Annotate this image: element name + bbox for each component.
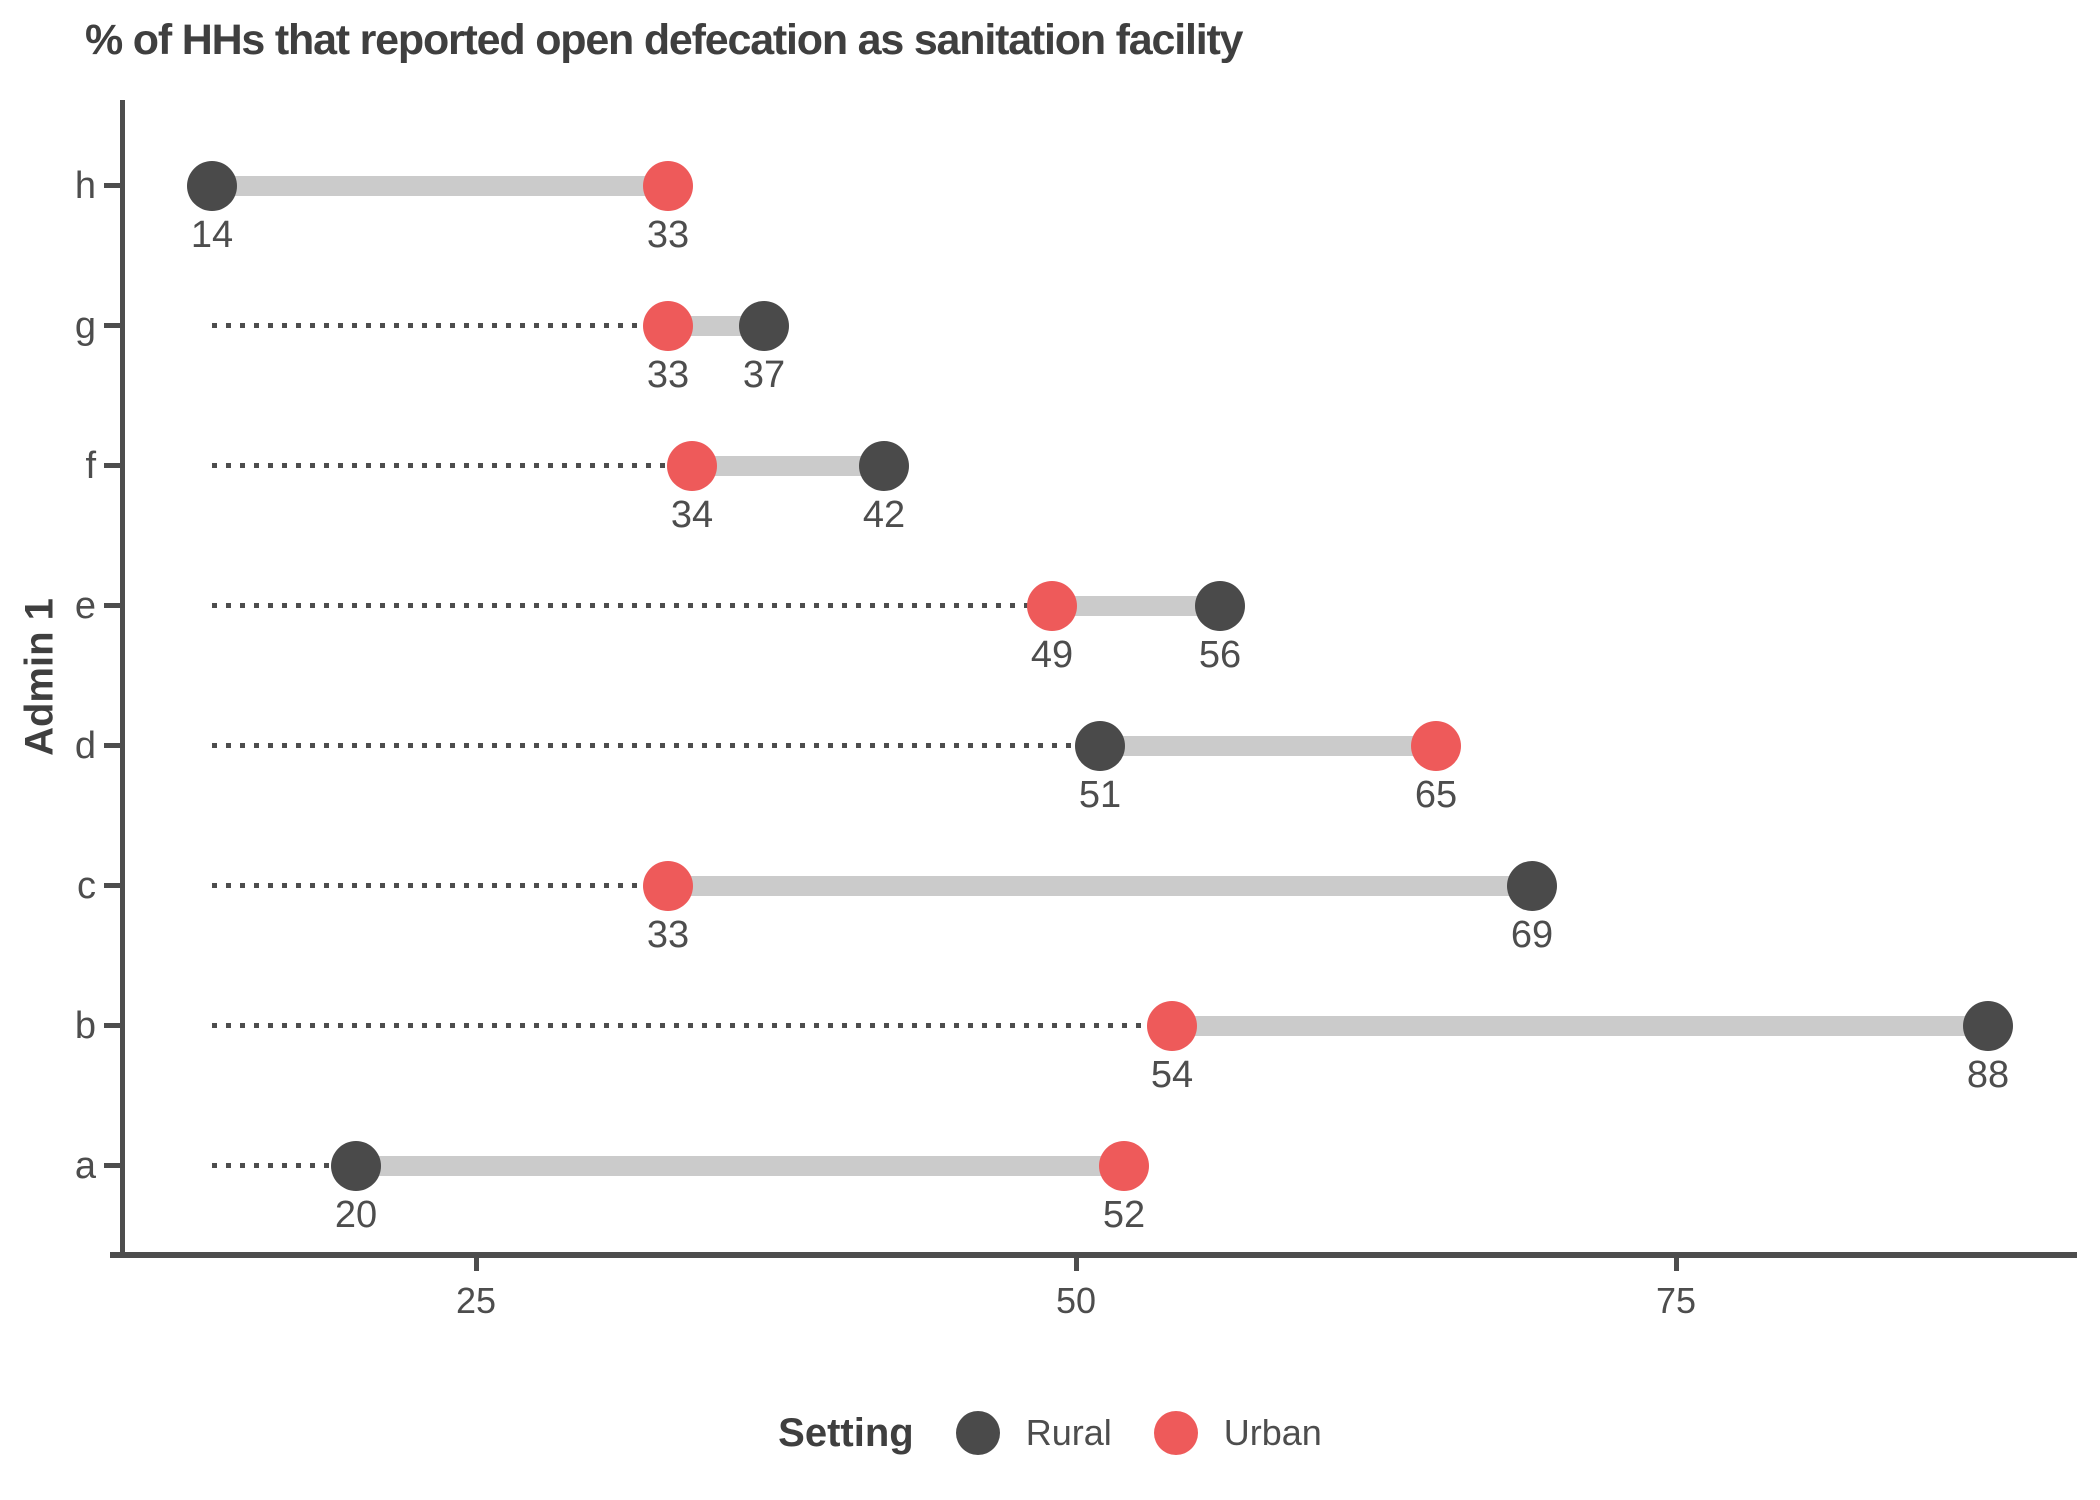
- leader-dotted-line: [212, 323, 668, 328]
- rural-value-label: 20: [334, 1194, 378, 1236]
- leader-dotted-line: [212, 883, 668, 888]
- legend-items: Rural Urban: [955, 1411, 1322, 1455]
- y-axis-tick: [104, 603, 123, 608]
- rural-value-label: 56: [1198, 634, 1242, 676]
- connector-band: [212, 176, 668, 196]
- urban-value-label: 34: [670, 494, 714, 536]
- leader-dotted-line: [212, 743, 1100, 748]
- leader-dotted-line: [212, 1023, 1172, 1028]
- y-axis-line: [120, 100, 125, 1258]
- x-axis-tick-label: 75: [1655, 1280, 1697, 1321]
- category-label: a: [74, 1145, 96, 1187]
- x-axis-line: [110, 1252, 2077, 1258]
- category-label: d: [74, 725, 96, 767]
- category-label: h: [74, 165, 96, 207]
- legend-label: Urban: [1223, 1412, 1322, 1453]
- rural-point: [1195, 581, 1245, 631]
- urban-value-label: 33: [646, 354, 690, 396]
- x-axis-tick: [1074, 1258, 1079, 1271]
- rural-point: [1963, 1001, 2013, 1051]
- rural-point: [859, 441, 909, 491]
- category-label: g: [74, 305, 96, 347]
- urban-value-label: 33: [646, 214, 690, 256]
- category-label: f: [85, 445, 96, 487]
- category-label: c: [77, 865, 96, 907]
- x-axis-tick-label: 25: [455, 1280, 497, 1321]
- connector-band: [692, 456, 884, 476]
- urban-value-label: 33: [646, 914, 690, 956]
- category-label: b: [74, 1005, 96, 1047]
- urban-value-label: 65: [1414, 774, 1458, 816]
- y-axis-tick: [104, 183, 123, 188]
- connector-band: [1172, 1016, 1988, 1036]
- rural-value-label: 14: [190, 214, 234, 256]
- leader-dotted-line: [212, 603, 1052, 608]
- urban-swatch-icon: [1153, 1411, 1198, 1455]
- legend-item-urban: Urban: [1153, 1411, 1322, 1455]
- urban-point: [667, 441, 717, 491]
- rural-value-label: 37: [742, 354, 786, 396]
- urban-point: [1147, 1001, 1197, 1051]
- y-axis-tick: [104, 463, 123, 468]
- legend: Setting Rural Urban: [0, 1398, 2100, 1468]
- connector-band: [356, 1156, 1124, 1176]
- y-axis-tick: [104, 323, 123, 328]
- urban-point: [1027, 581, 1077, 631]
- legend-item-rural: Rural: [955, 1411, 1112, 1455]
- x-axis-tick: [474, 1258, 479, 1271]
- y-axis-tick: [104, 883, 123, 888]
- x-axis-tick: [1674, 1258, 1679, 1271]
- rural-point: [1507, 861, 1557, 911]
- connector-band: [1052, 596, 1220, 616]
- urban-point: [643, 161, 693, 211]
- rural-point: [739, 301, 789, 351]
- rural-swatch-icon: [955, 1411, 1000, 1455]
- rural-value-label: 88: [1966, 1054, 2010, 1096]
- leader-dotted-line: [212, 1163, 356, 1168]
- legend-title: Setting: [778, 1410, 914, 1455]
- rural-value-label: 69: [1510, 914, 1554, 956]
- urban-value-label: 49: [1030, 634, 1074, 676]
- rural-point: [187, 161, 237, 211]
- chart-title: % of HHs that reported open defecation a…: [85, 16, 1243, 64]
- connector-band: [668, 876, 1532, 896]
- urban-point: [1099, 1141, 1149, 1191]
- legend-label: Rural: [1025, 1412, 1112, 1453]
- rural-value-label: 42: [862, 494, 906, 536]
- leader-dotted-line: [212, 463, 692, 468]
- urban-point: [1411, 721, 1461, 771]
- rural-point: [331, 1141, 381, 1191]
- urban-value-label: 52: [1102, 1194, 1146, 1236]
- y-axis-tick: [104, 1163, 123, 1168]
- urban-point: [643, 301, 693, 351]
- y-axis-tick: [104, 743, 123, 748]
- rural-point: [1075, 721, 1125, 771]
- urban-point: [643, 861, 693, 911]
- urban-value-label: 54: [1150, 1054, 1194, 1096]
- category-label: e: [74, 585, 96, 627]
- y-axis-tick: [104, 1023, 123, 1028]
- x-axis-tick-label: 50: [1055, 1280, 1097, 1321]
- rural-value-label: 51: [1078, 774, 1122, 816]
- connector-band: [1100, 736, 1436, 756]
